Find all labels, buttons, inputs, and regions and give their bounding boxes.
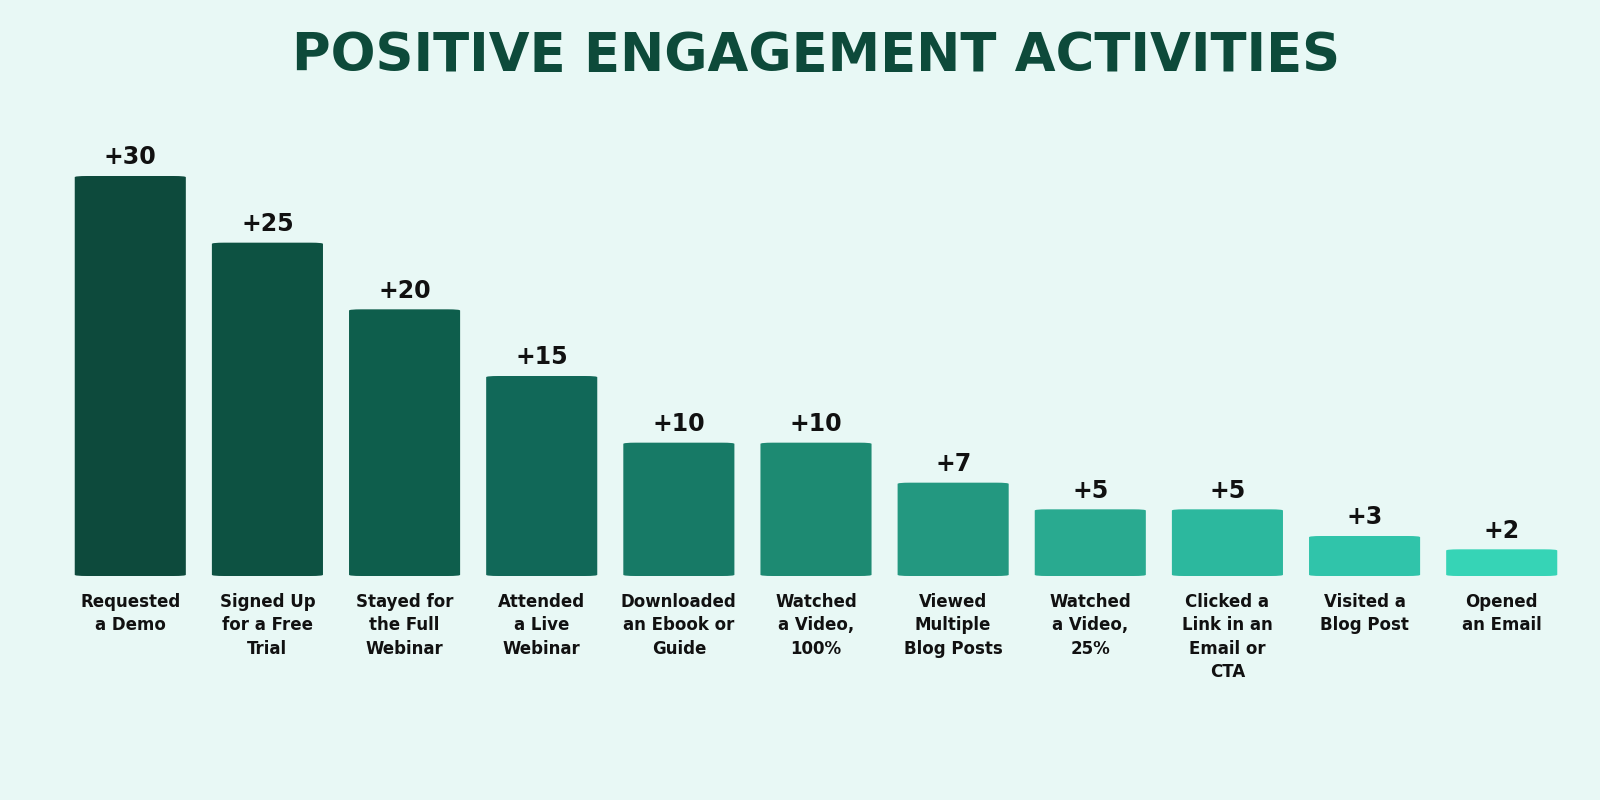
Bar (349, 310, 461, 576)
Text: +30: +30 (104, 146, 157, 170)
Bar (1034, 510, 1147, 576)
Bar (211, 242, 323, 576)
Bar (1309, 536, 1421, 576)
FancyBboxPatch shape (1446, 550, 1557, 576)
Bar (485, 376, 598, 576)
Bar (74, 176, 187, 576)
FancyBboxPatch shape (486, 376, 597, 576)
FancyBboxPatch shape (349, 310, 461, 576)
FancyBboxPatch shape (760, 442, 872, 576)
Bar (1445, 550, 1558, 576)
FancyBboxPatch shape (1171, 510, 1283, 576)
Text: +2: +2 (1483, 518, 1520, 542)
Text: +25: +25 (242, 212, 294, 236)
Title: POSITIVE ENGAGEMENT ACTIVITIES: POSITIVE ENGAGEMENT ACTIVITIES (291, 30, 1341, 82)
FancyBboxPatch shape (898, 482, 1008, 576)
Text: +3: +3 (1347, 506, 1382, 530)
FancyBboxPatch shape (1035, 510, 1146, 576)
FancyBboxPatch shape (624, 442, 734, 576)
Text: +10: +10 (653, 412, 706, 436)
Bar (760, 442, 872, 576)
Text: +5: +5 (1210, 478, 1245, 502)
Text: +20: +20 (378, 278, 430, 302)
Text: +15: +15 (515, 346, 568, 370)
FancyBboxPatch shape (211, 242, 323, 576)
FancyBboxPatch shape (75, 176, 186, 576)
Text: +7: +7 (934, 452, 971, 476)
Text: +10: +10 (790, 412, 842, 436)
Text: +5: +5 (1072, 478, 1109, 502)
Bar (622, 442, 734, 576)
Bar (1171, 510, 1283, 576)
FancyBboxPatch shape (1309, 536, 1421, 576)
Bar (898, 482, 1010, 576)
